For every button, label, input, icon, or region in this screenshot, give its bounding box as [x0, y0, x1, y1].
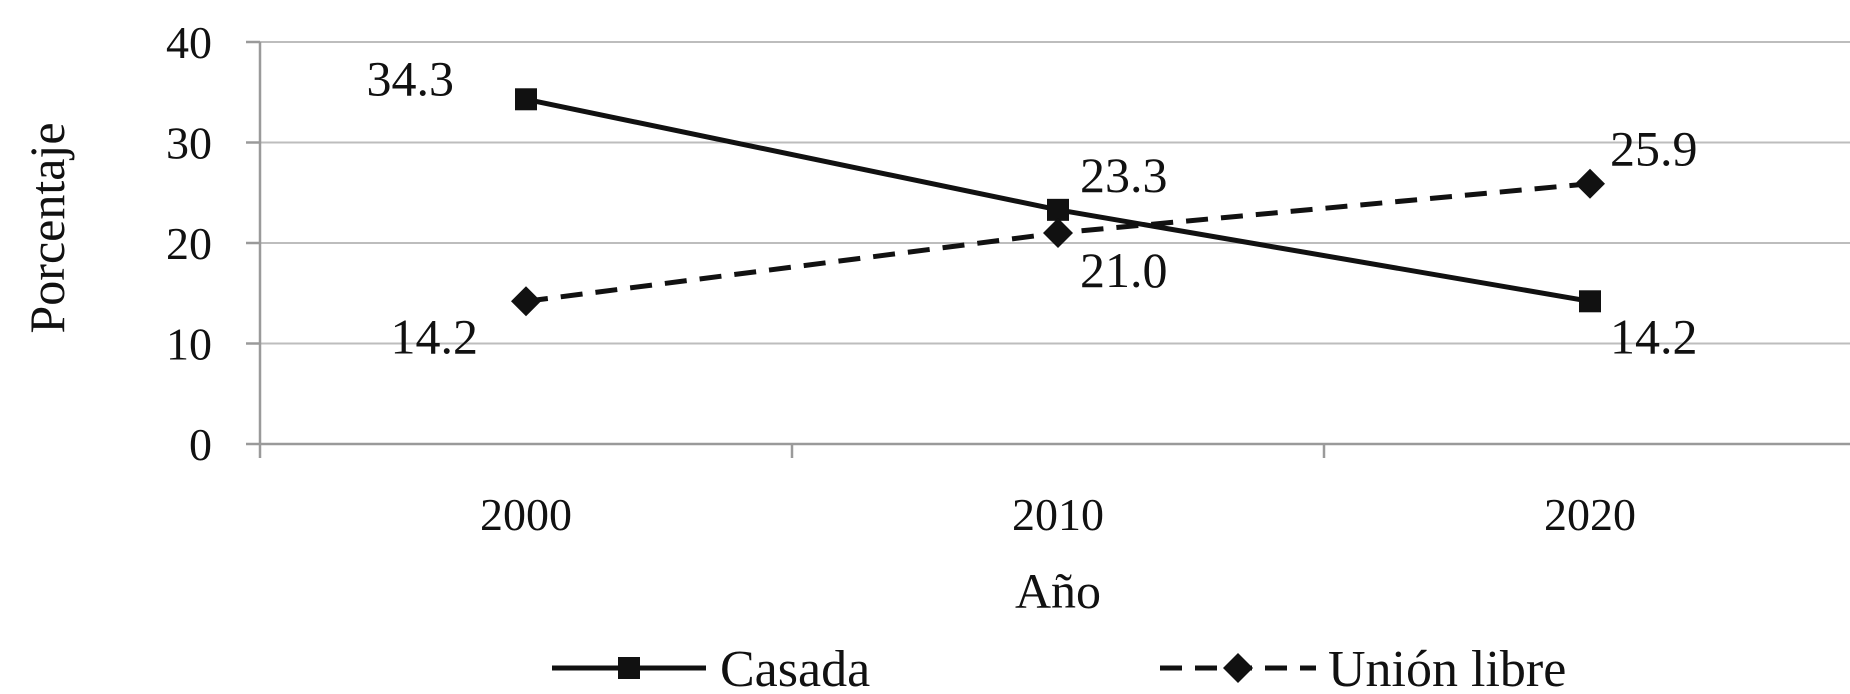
data-label: 25.9: [1610, 121, 1698, 177]
data-label: 14.2: [391, 308, 479, 364]
legend: Casada Unión libre: [552, 641, 1566, 694]
data-labels: 34.3 23.3 14.2 14.2 21.0 25.9: [367, 50, 1698, 364]
legend-label: Unión libre: [1328, 641, 1566, 694]
diamond-marker: [1043, 217, 1073, 248]
square-marker: [515, 88, 537, 111]
x-tick-label: 2000: [480, 489, 572, 540]
square-marker: [1579, 290, 1601, 313]
y-tick-label: 20: [166, 218, 212, 269]
legend-square-marker: [618, 657, 640, 679]
square-marker: [1047, 198, 1069, 221]
diamond-marker: [511, 286, 541, 317]
legend-diamond-marker: [1223, 653, 1253, 683]
data-label: 14.2: [1610, 308, 1698, 364]
legend-label: Casada: [720, 641, 870, 694]
y-tick-label: 40: [166, 17, 212, 68]
y-tick-label: 10: [166, 319, 212, 370]
x-tick-label: 2020: [1544, 489, 1636, 540]
x-axis-title: Año: [1015, 563, 1101, 619]
data-label: 34.3: [367, 50, 455, 106]
axes: 0 10 20 30 40 2000 2010 2020: [166, 17, 1850, 540]
y-tick-label: 0: [189, 419, 212, 470]
data-label: 21.0: [1080, 242, 1168, 298]
x-tick-label: 2010: [1012, 489, 1104, 540]
legend-item-union-libre: Unión libre: [1160, 641, 1566, 694]
y-tick-label: 30: [166, 118, 212, 169]
legend-item-casada: Casada: [552, 641, 870, 694]
y-axis-title: Porcentaje: [19, 122, 75, 333]
series-lines: [511, 88, 1605, 317]
diamond-marker: [1575, 168, 1605, 199]
data-label: 23.3: [1080, 147, 1168, 203]
gridlines: [260, 41, 1850, 345]
